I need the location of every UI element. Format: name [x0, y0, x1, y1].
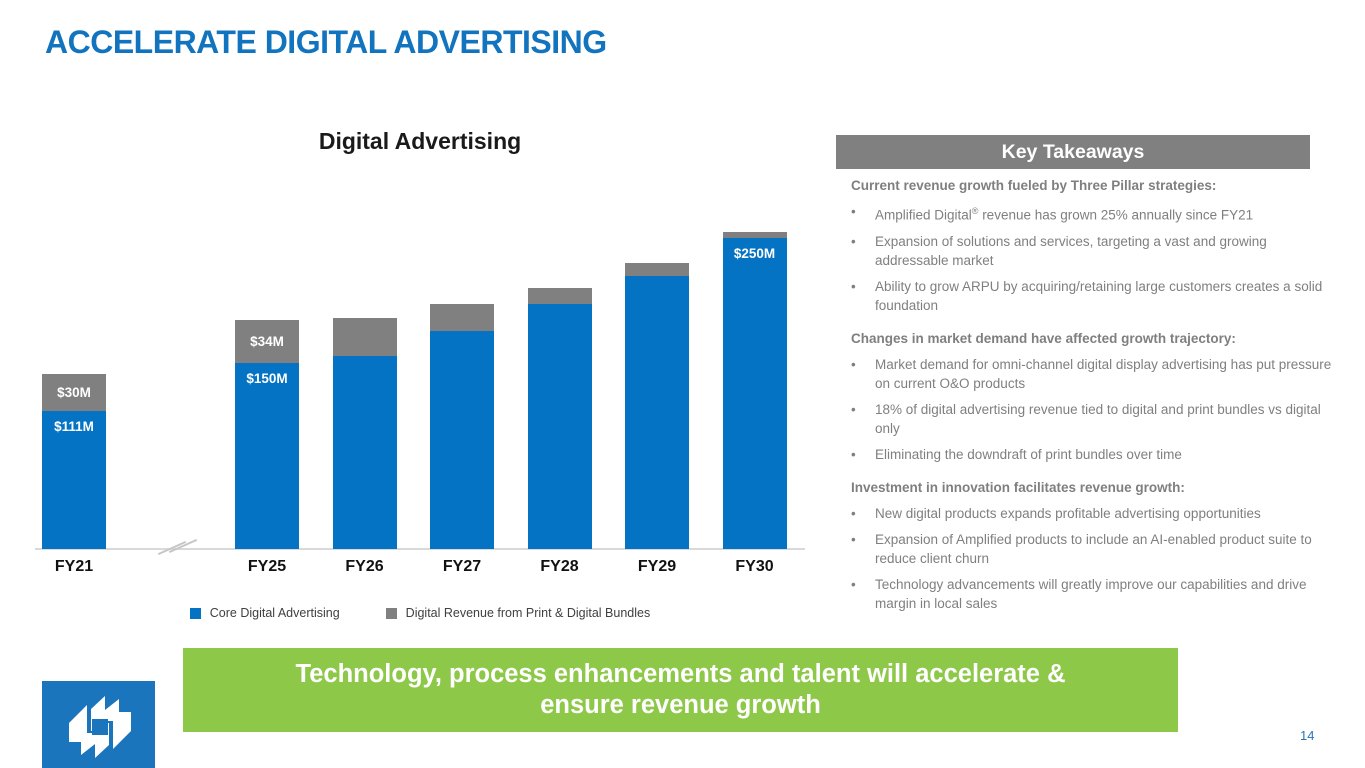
chart-plot-area: $30M $111M $34M $150M $250M	[35, 190, 805, 556]
takeaway-bullet: • Ability to grow ARPU by acquiring/retai…	[851, 277, 1333, 315]
chart-title: Digital Advertising	[318, 128, 522, 154]
key-takeaways-body: Current revenue growth fueled by Three P…	[851, 176, 1333, 620]
x-axis-label-fy29: FY29	[637, 558, 677, 575]
takeaway-bullet: • Amplified Digital® revenue has grown 25…	[851, 202, 1333, 225]
x-axis-line	[35, 548, 805, 550]
bar-fy27	[430, 304, 494, 549]
segment-print-bundles	[332, 317, 397, 357]
legend-item: Core Digital Advertising	[189, 606, 340, 620]
bullet-text: New digital products expands profitable …	[875, 505, 1261, 521]
takeaway-bullet: • New digital products expands profitable…	[851, 504, 1333, 523]
banner-line-1: Technology, process enhancements and tal…	[295, 660, 1066, 688]
takeaway-bullet: • Market demand for omni-channel digital …	[851, 355, 1333, 393]
bullet-dot: •	[851, 356, 856, 372]
bullet-dot: •	[851, 576, 856, 592]
bullet-text: Eliminating the downdraft of print bundl…	[875, 446, 1182, 462]
segment-core-digital: $150M	[235, 362, 299, 549]
bullet-text: Ability to grow ARPU by acquiring/retain…	[875, 278, 1323, 313]
bullet-dot: •	[851, 401, 856, 417]
segment-core-digital: $250M	[722, 238, 787, 549]
takeaway-bullet: • Technology advancements will greatly im…	[851, 575, 1333, 613]
bullet-text: Expansion of Amplified products to inclu…	[875, 531, 1312, 566]
segment-core-digital	[430, 331, 494, 549]
segment-print-bundles	[625, 263, 689, 276]
banner-line-2: ensure revenue growth	[540, 691, 821, 719]
bullet-dot: •	[851, 204, 856, 219]
bullet-text: Technology advancements will greatly imp…	[875, 576, 1307, 611]
bullet-dot: •	[851, 446, 856, 462]
x-axis-label-fy30: FY30	[735, 558, 774, 575]
x-axis-label-fy21: FY21	[54, 558, 94, 575]
digital-advertising-chart: Digital Advertising $30M $111M $34M $150M $2…	[35, 120, 805, 645]
takeaway-bullet: • 18% of digital advertising revenue tied…	[851, 400, 1333, 438]
bar-fy30: $250M	[722, 232, 787, 549]
bullet-text: Expansion of solutions and services, tar…	[875, 233, 1267, 268]
bullet-dot: •	[851, 505, 856, 521]
x-axis-label-fy27: FY27	[442, 558, 482, 575]
x-axis-label-fy28: FY28	[540, 558, 579, 575]
bullet-dot: •	[851, 531, 856, 547]
key-takeaways-header: Key Takeaways	[836, 135, 1310, 169]
bullet-text: Amplified Digital® revenue has grown 25%…	[875, 206, 1254, 223]
bottom-banner: Technology, process enhancements and tal…	[183, 648, 1178, 732]
legend-label: Core Digital Advertising	[209, 606, 340, 620]
legend-swatch-icon	[385, 607, 397, 619]
takeaway-bullet: • Expansion of solutions and services, ta…	[851, 232, 1333, 270]
blue-segment-label: $250M	[733, 246, 776, 262]
legend-label: Digital Revenue from Print & Digital Bun…	[405, 606, 651, 620]
bar-fy28	[527, 287, 592, 549]
bullet-dot: •	[851, 233, 856, 249]
bar-fy26	[332, 317, 397, 549]
legend-swatch-icon	[189, 607, 201, 619]
takeaway-section-header: Current revenue growth fueled by Three P…	[851, 178, 1217, 193]
x-axis-label-fy26: FY26	[345, 558, 384, 575]
page-number: 14	[1300, 728, 1315, 743]
pinwheel-logo-icon	[42, 681, 155, 768]
axis-break-mark	[155, 537, 207, 559]
bar-fy29	[625, 263, 689, 549]
chart-legend: Core Digital Advertising Digital Revenue …	[35, 606, 805, 620]
takeaway-section-header: Investment in innovation facilitates rev…	[851, 479, 1185, 495]
segment-print-bundles	[430, 304, 494, 332]
takeaway-bullet: • Expansion of Amplified products to incl…	[851, 530, 1333, 568]
bullet-dot: •	[851, 278, 856, 294]
segment-print-bundles: $30M	[42, 373, 106, 412]
segment-core-digital	[332, 356, 397, 549]
segment-print-bundles	[527, 287, 592, 305]
bar-fy25: $34M $150M	[235, 320, 299, 549]
company-logo	[42, 681, 155, 768]
slide-title: ACCELERATE DIGITAL ADVERTISING	[45, 24, 607, 60]
takeaway-bullet: • Eliminating the downdraft of print bund…	[851, 445, 1333, 464]
segment-print-bundles	[722, 232, 787, 239]
segment-core-digital	[527, 304, 592, 549]
bullet-text: 18% of digital advertising revenue tied …	[875, 401, 1321, 436]
gray-segment-label: $34M	[250, 333, 284, 349]
blue-segment-label: $111M	[54, 419, 94, 435]
takeaway-section-header: Changes in market demand have affected g…	[851, 330, 1236, 346]
segment-print-bundles: $34M	[235, 320, 299, 363]
gray-segment-label: $30M	[57, 384, 91, 400]
segment-core-digital: $111M	[42, 411, 106, 549]
blue-segment-label: $150M	[246, 370, 288, 386]
segment-core-digital	[625, 275, 689, 549]
legend-item: Digital Revenue from Print & Digital Bun…	[385, 606, 651, 620]
bar-fy21: $30M $111M	[42, 373, 106, 549]
x-axis-label-fy25: FY25	[247, 558, 287, 575]
bullet-text: Market demand for omni-channel digital d…	[875, 356, 1332, 391]
